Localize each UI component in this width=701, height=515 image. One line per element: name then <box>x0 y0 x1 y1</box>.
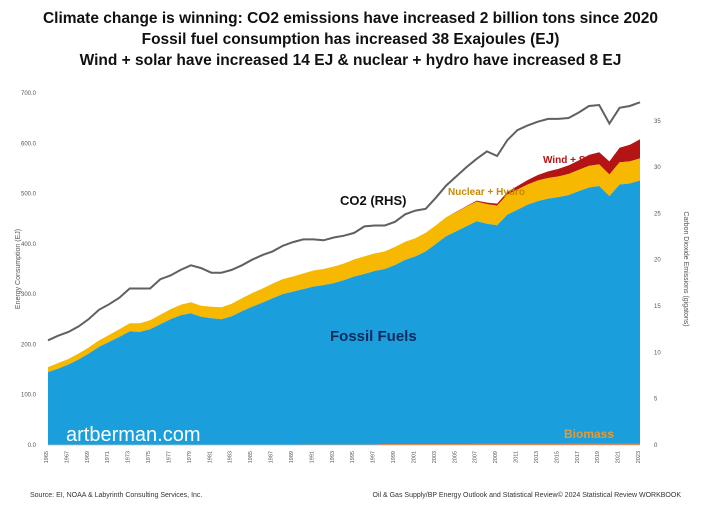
x-tick-label: 2011 <box>514 451 520 463</box>
energy-co2-chart: 0.0 100.0 200.0 300.0 400.0 500.0 600.0 700.0 0 5… <box>15 91 689 463</box>
x-tick-label: 1965 <box>44 451 50 463</box>
biomass-annotation: Biomass <box>564 427 614 441</box>
y2-tick-label: 5 <box>654 397 658 403</box>
x-tick-label: 1991 <box>309 451 315 463</box>
y2-tick-label: 10 <box>654 350 661 356</box>
x-tick-label: 2009 <box>493 451 499 463</box>
nuclear-hydro-area <box>48 158 640 373</box>
x-tick-label: 1967 <box>64 451 70 463</box>
y-tick-label: 500.0 <box>21 192 37 198</box>
y2-axis-title: Carbon Dioxide Emissions (gigatons) <box>682 211 689 326</box>
biomass-area <box>48 443 640 445</box>
x-tick-label: 1987 <box>269 451 275 463</box>
y2-tick-label: 0 <box>654 443 658 449</box>
co2-annotation: CO2 (RHS) <box>340 193 406 208</box>
x-tick-label: 1973 <box>126 451 132 463</box>
watermark: artberman.com <box>66 424 201 446</box>
x-tick-label: 1971 <box>105 451 111 463</box>
x-tick-label: 2003 <box>432 451 438 463</box>
chart-title: Climate change is winning: CO2 emissions… <box>0 8 701 71</box>
x-tick-label: 2005 <box>452 451 458 463</box>
co2-line <box>47 101 641 342</box>
y-tick-label: 0.0 <box>28 443 37 449</box>
fossil-fuels-annotation: Fossil Fuels <box>330 328 417 345</box>
x-tick-label: 2019 <box>595 451 601 463</box>
x-tick-label: 2015 <box>554 451 560 463</box>
y-axis-title: Energy Consumption (EJ) <box>15 229 22 309</box>
y2-tick-label: 35 <box>654 119 661 125</box>
y-tick-label: 400.0 <box>21 242 37 248</box>
x-tick-label: 2017 <box>575 451 581 463</box>
title-line-1: Climate change is winning: CO2 emissions… <box>42 10 659 27</box>
x-tick-label: 1983 <box>228 451 234 463</box>
x-tick-label: 2023 <box>636 451 642 463</box>
x-tick-label: 2021 <box>616 451 622 463</box>
nuclear-hydro-annotation: Nuclear + Hydro <box>448 187 525 198</box>
y-tick-label: 600.0 <box>21 141 37 147</box>
y-tick-label: 700.0 <box>21 91 37 97</box>
x-tick-label: 2001 <box>411 451 417 463</box>
title-line-2: Fossil fuel consumption has increased 38… <box>141 31 560 48</box>
x-tick-label: 1999 <box>391 451 397 463</box>
y-tick-label: 200.0 <box>21 342 37 348</box>
x-tick-label: 1979 <box>187 451 193 463</box>
y2-tick-label: 30 <box>654 165 661 171</box>
title-line-3: Wind + solar have increased 14 EJ & nucl… <box>79 52 622 69</box>
x-tick-label: 1995 <box>350 451 356 463</box>
wind-solar-annotation: Wind + Solar <box>543 155 604 166</box>
x-tick-label: 1997 <box>371 451 377 463</box>
y-tick-label: 300.0 <box>21 292 37 298</box>
x-tick-label: 2007 <box>473 451 479 463</box>
x-tick-label: 1975 <box>146 451 152 463</box>
y2-tick-label: 15 <box>654 304 661 310</box>
x-tick-label: 1993 <box>330 451 336 463</box>
y-tick-label: 100.0 <box>21 393 37 399</box>
x-tick-label: 1989 <box>289 451 295 463</box>
x-tick-label: 1981 <box>207 451 213 463</box>
wind-solar-area <box>48 139 640 368</box>
x-tick-label: 2013 <box>534 451 540 463</box>
x-tick-label: 1977 <box>166 451 172 463</box>
x-tick-label: 1985 <box>248 451 254 463</box>
y2-tick-label: 20 <box>654 258 661 264</box>
x-tick-label: 1969 <box>85 451 91 463</box>
y2-tick-label: 25 <box>654 211 661 217</box>
footer-source-right: Oil & Gas Supply/BP Energy Outlook and S… <box>372 492 682 499</box>
fossil-fuels-area <box>48 180 640 445</box>
footer-source-left: Source: EI, NOAA & Labyrinth Consulting … <box>30 492 203 499</box>
